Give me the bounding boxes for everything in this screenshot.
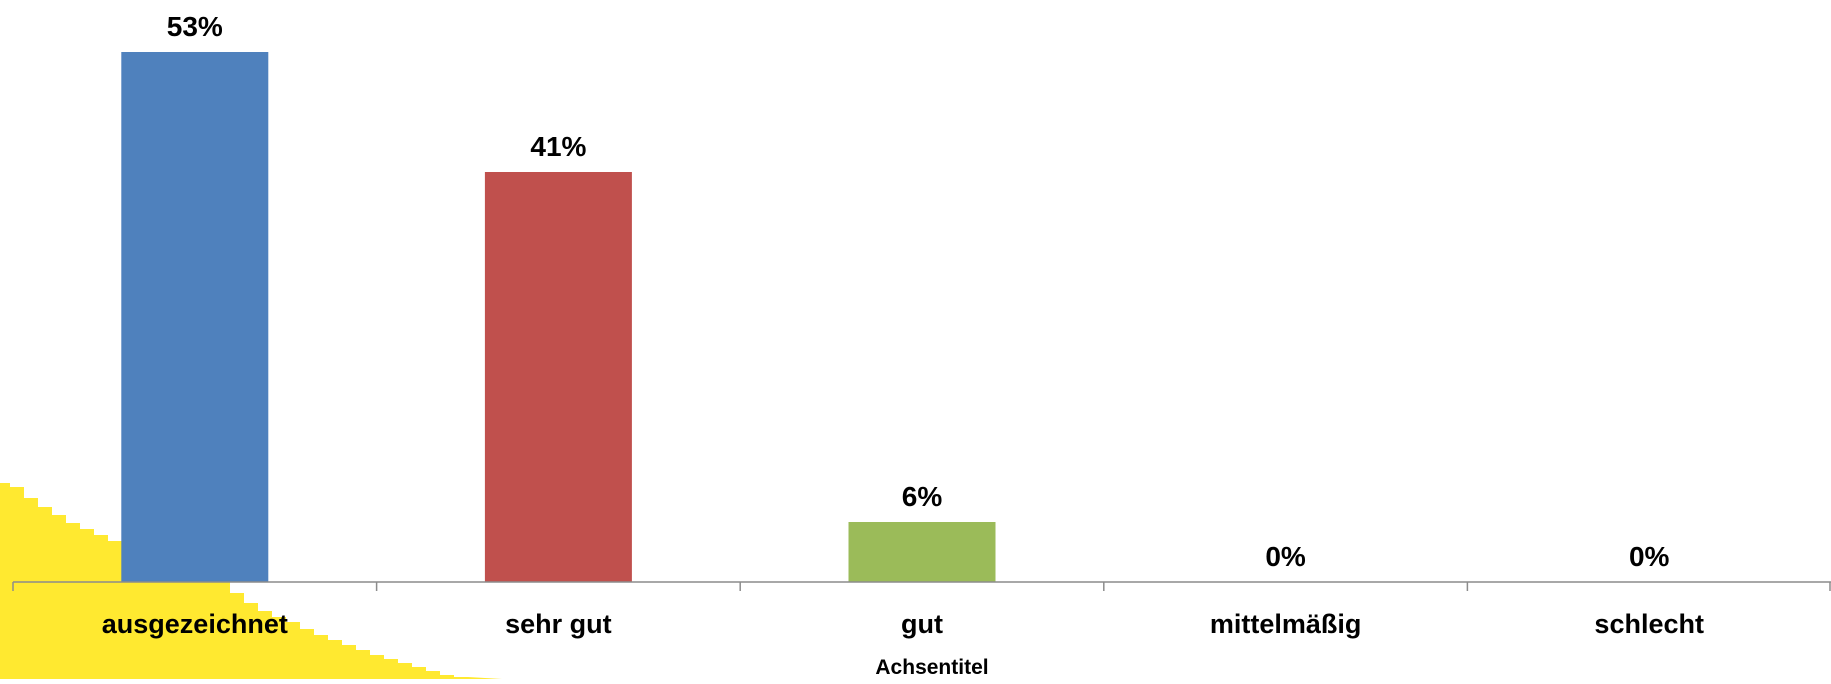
category-label-5: schlecht [1594,609,1704,639]
data-label-3: 6% [902,481,943,512]
data-label-1: 53% [167,11,223,42]
x-axis [12,581,1831,591]
category-label-2: sehr gut [505,609,612,639]
labels-layer: 53% ausgezeichnet 41% sehr gut 6% gut 0% mittel… [102,11,1704,639]
category-label-4: mittelmäßig [1210,609,1362,639]
x-axis-title: Achsentitel [875,656,988,679]
data-label-4: 0% [1265,541,1306,572]
yellow-decoration-shape [0,483,502,679]
category-label-1: ausgezeichnet [102,609,288,639]
bar-2 [484,172,632,582]
data-label-5: 0% [1629,541,1670,572]
bar-1 [121,52,269,582]
category-label-3: gut [901,609,943,639]
data-label-2: 41% [530,131,586,162]
bar-3 [848,522,996,582]
bars-layer [121,52,996,582]
